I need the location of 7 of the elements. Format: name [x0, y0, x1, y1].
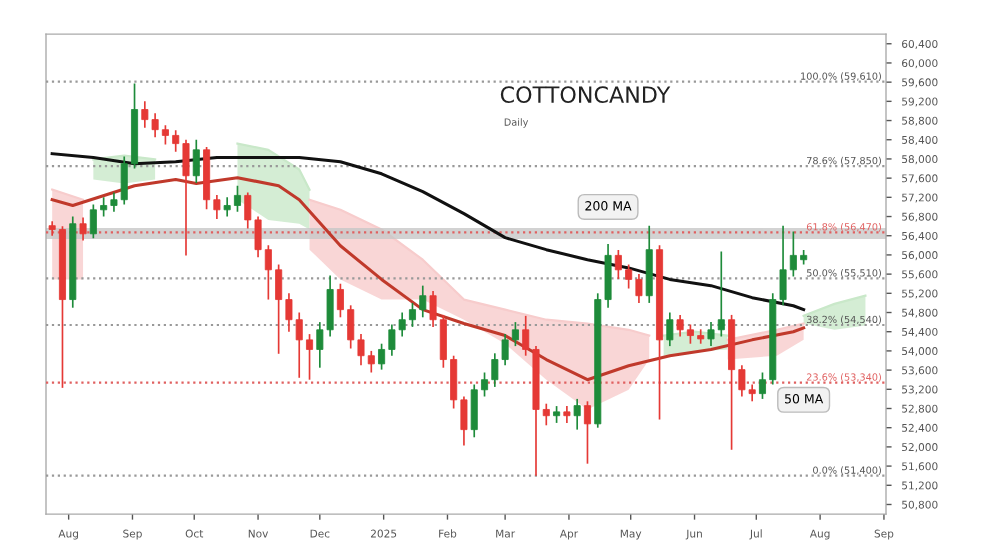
candlestick — [583, 400, 591, 465]
candlestick — [645, 224, 653, 304]
candlestick — [192, 138, 200, 184]
candlestick — [666, 311, 674, 347]
candlestick — [573, 398, 581, 431]
candlestick — [79, 216, 87, 242]
text: COTTONCANDY — [500, 86, 671, 103]
